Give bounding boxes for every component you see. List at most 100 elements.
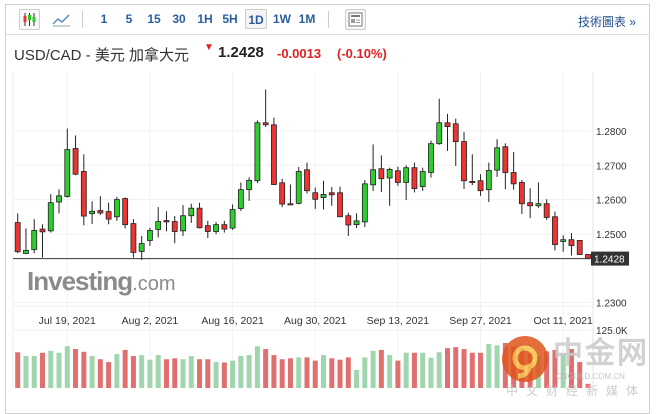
volume-bar [197,359,203,388]
candle-up [31,230,38,251]
interval-1d[interactable]: 1D [245,9,267,29]
price-tick-label: 1.2600 [596,196,627,207]
candle-down [279,182,286,205]
candle-up [254,122,261,182]
candle-up [138,243,145,252]
candle-down [502,146,509,173]
interval-5[interactable]: 5 [125,12,133,26]
date-tick-label: Aug 30, 2021 [284,315,347,327]
candle-up [155,221,162,230]
watermark-domain: CNGOLD.COM.CN [556,372,625,381]
volume-bar [213,362,219,388]
news-icon[interactable] [345,9,366,30]
candle-up [246,179,253,191]
candle-down [543,203,550,218]
candle-down [337,192,343,218]
volume-bar [312,360,318,388]
candle-down [221,224,228,230]
volume-bar [296,357,302,388]
candle-down [518,182,525,205]
volume-bar [89,355,95,388]
candle-up [180,215,186,232]
candle-up [64,149,71,197]
candle-up [419,171,426,187]
volume-bar [139,355,145,388]
volume-bar [544,351,550,388]
volume-bar [56,352,62,388]
candle-down [97,210,104,214]
current-price-badge [591,251,629,266]
volume-bar [486,343,492,388]
candle-down [461,141,467,182]
down-arrow-icon: ▼ [204,42,214,53]
volume-bar [362,357,368,388]
volume-bar [387,355,393,388]
volume-bar [420,352,426,388]
candle-down [568,239,575,246]
toolbar-divider [328,11,329,28]
line-chart-icon[interactable] [51,9,72,30]
candle-up [485,170,492,191]
interval-15[interactable]: 15 [147,12,161,26]
last-price: 1.2428 [218,44,264,61]
price-tick-label: 1.2700 [596,161,627,172]
candle-down [552,216,558,245]
volume-bar [560,353,566,388]
candle-down [122,198,129,226]
volume-bar [271,355,277,388]
candle-down [163,220,170,223]
candle-down [130,223,137,253]
candle-down [312,192,319,200]
price-tick-label: 1.2300 [596,299,627,310]
price-change-percent: (-0.10%) [337,46,387,61]
volume-bar [370,350,376,388]
watermark-name: 中金网 [553,337,649,370]
volume-scale-label: 125.0K [596,326,628,337]
volume-bar [354,369,360,388]
candle-up [23,249,29,254]
interval-1w[interactable]: 1W [273,12,291,26]
interval-30[interactable]: 30 [172,12,186,26]
volume-bar [469,352,475,388]
candle-down [271,124,277,185]
toolbar-divider [82,11,83,28]
interval-1[interactable]: 1 [100,12,108,26]
volume-bar [552,349,558,388]
technical-chart-link[interactable]: 技術圖表 » [577,15,636,29]
volume-bar [205,359,211,388]
candle-up [229,209,236,229]
investing-logo: Investing.com [27,266,176,296]
candle-down [444,122,451,127]
candle-down [576,240,583,255]
candle-down [14,222,21,253]
volume-bar [378,349,384,388]
volume-bar [444,348,450,388]
price-tick-label: 1.2500 [596,230,627,241]
candle-up [320,194,327,198]
candle-up [494,147,500,171]
volume-bar [64,346,70,388]
date-tick-label: Sep 27, 2021 [449,315,512,327]
candle-down [72,148,79,175]
volume-bar [478,352,484,388]
volume-bar [23,355,29,388]
interval-1h[interactable]: 1H [197,12,213,26]
candle-down [105,211,112,220]
volume-bar [130,355,136,388]
candle-down [262,122,269,126]
interval-1m[interactable]: 1M [298,12,316,26]
interval-5h[interactable]: 5H [222,12,238,26]
volume-bar [188,355,194,388]
candle-down [527,202,534,207]
candle-up [295,171,302,204]
volume-bar [15,352,21,388]
candle-down [80,171,87,217]
candle-down [328,192,335,196]
candle-up [47,202,54,232]
volume-bar [279,359,285,388]
volume-bar [147,359,153,388]
volume-bar [337,359,343,388]
candlestick-icon[interactable] [19,9,40,30]
volume-bar [73,349,79,388]
volume-bar [411,352,417,388]
